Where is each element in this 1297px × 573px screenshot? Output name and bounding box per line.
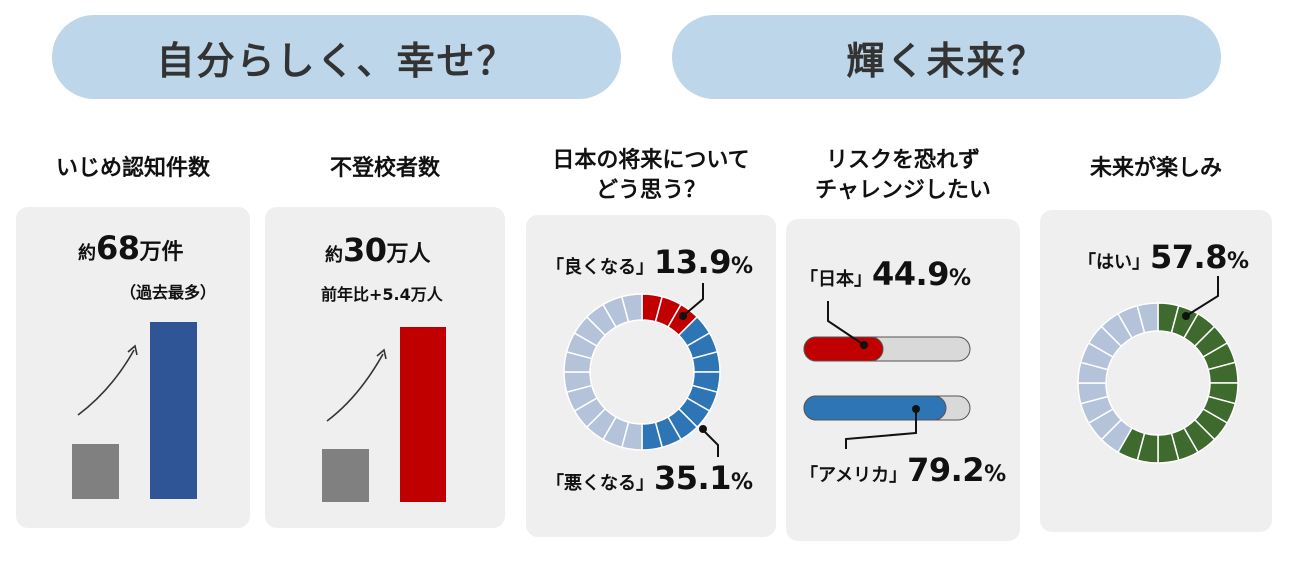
future-japan-card: 「良くなる」13.9% 「悪くなる」35.1% — [526, 215, 776, 537]
bullying-note: （過去最多） — [120, 283, 217, 302]
usa-label: 「アメリカ」 — [800, 465, 908, 486]
bullying-title: いじめ認知件数 — [55, 156, 210, 181]
donut-ring — [1077, 302, 1239, 464]
japan-leader-dot — [860, 341, 868, 349]
usa-value: 79.2 — [907, 451, 985, 489]
looking-forward-title: 未来が楽しみ — [1089, 156, 1222, 181]
bad-row: 「悪くなる」35.1% — [546, 459, 753, 497]
risk-title: リスクを恐れず チャレンジしたい — [815, 148, 991, 203]
usa-row: 「アメリカ」79.2% — [800, 451, 1007, 489]
donut-segment — [620, 293, 643, 323]
bad-label: 「悪くなる」 — [546, 473, 654, 494]
risk-card: 「日本」44.9% 「アメリカ」79.2% — [786, 219, 1020, 541]
japan-leader-line — [827, 301, 865, 346]
usa-leader-line — [845, 409, 917, 449]
bad-leader-dot — [699, 425, 707, 433]
good-label: 「良くなる」 — [546, 257, 654, 278]
bad-value: 35.1 — [654, 459, 731, 497]
yes-row: 「はい」57.8% — [1078, 238, 1249, 276]
donut-segment — [1136, 302, 1159, 334]
header-pill-left: 自分らしく、幸せ？ — [52, 15, 621, 99]
yes-label: 「はい」 — [1078, 252, 1150, 273]
yes-leader-dot — [1182, 312, 1190, 320]
donut-ring — [563, 293, 721, 451]
yes-leader-line — [1185, 276, 1219, 317]
absence-value: 約30万人 — [325, 231, 431, 269]
arrow-head — [127, 344, 138, 356]
japan-row: 「日本」44.9% — [800, 255, 971, 293]
bar-current — [400, 327, 446, 502]
absence-chart — [322, 327, 446, 502]
good-leader-dot — [679, 312, 687, 320]
absence-title: 不登校者数 — [329, 156, 440, 181]
header-left-title: 自分らしく、幸せ？ — [156, 38, 517, 83]
bullying-chart — [72, 322, 197, 499]
risk-chart — [803, 301, 971, 449]
trend-arrow — [326, 353, 384, 422]
good-row: 「良くなる」13.9% — [546, 243, 753, 281]
japan-label: 「日本」 — [800, 269, 872, 290]
bullying-card: 約68万件 （過去最多） — [16, 207, 250, 528]
header-right-title: 輝く未来？ — [846, 38, 1047, 83]
future-japan-donut — [563, 283, 721, 457]
usa-bar — [803, 395, 947, 421]
good-leader-line — [682, 283, 704, 317]
bar-previous — [322, 449, 369, 502]
bar-current — [150, 322, 197, 499]
good-value: 13.9 — [654, 243, 731, 281]
japan-value: 44.9 — [872, 255, 949, 293]
looking-forward-card: 「はい」57.8% — [1040, 210, 1272, 532]
bar-previous — [72, 444, 119, 499]
future-japan-title: 日本の将来について どう思う？ — [552, 148, 750, 203]
looking-forward-donut — [1077, 276, 1239, 464]
absence-note: 前年比+5.4万人 — [321, 285, 443, 304]
arrow-head — [376, 348, 387, 360]
trend-arrow — [77, 349, 135, 416]
bullying-value: 約68万件 — [78, 229, 184, 267]
japan-bar — [803, 336, 884, 362]
bad-leader-line — [702, 429, 719, 457]
header-pill-right: 輝く未来？ — [672, 15, 1221, 99]
absence-card: 約30万人 前年比+5.4万人 — [265, 207, 505, 528]
yes-value: 57.8 — [1150, 238, 1227, 276]
usa-leader-dot — [912, 405, 920, 413]
